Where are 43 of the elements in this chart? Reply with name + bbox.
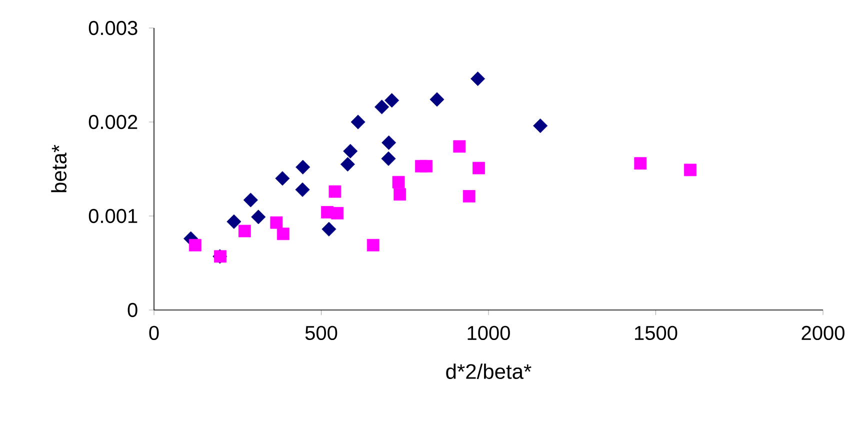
point <box>296 160 310 174</box>
x-axis-title: d*2/beta* <box>446 364 532 379</box>
point <box>343 144 358 158</box>
point <box>328 185 342 198</box>
point <box>366 238 380 252</box>
point <box>384 93 400 108</box>
x-tick-label: 1000 <box>468 326 510 340</box>
y-axis-title: beta* <box>51 144 67 192</box>
point <box>533 118 548 134</box>
point <box>331 206 344 220</box>
y-tick-label: 0.002 <box>88 114 138 130</box>
x-tick-label: 0 <box>149 326 159 340</box>
point <box>350 114 366 130</box>
point <box>374 100 390 114</box>
point <box>634 157 647 170</box>
y-tick-label: 0.003 <box>88 20 138 36</box>
point <box>270 216 283 229</box>
y-tick-label: 0 <box>128 302 138 318</box>
point <box>340 157 355 172</box>
point <box>238 224 251 238</box>
x-tick-label: 1500 <box>635 326 678 340</box>
point <box>453 140 466 153</box>
point <box>382 135 396 150</box>
point <box>275 171 290 186</box>
x-tick-label: 500 <box>305 326 338 340</box>
point <box>276 228 290 240</box>
point <box>430 92 444 107</box>
point <box>472 162 485 174</box>
point <box>243 192 258 208</box>
x-tick-label: 2000 <box>802 326 844 340</box>
point <box>251 210 266 224</box>
point <box>684 164 696 176</box>
point <box>420 160 432 172</box>
point <box>322 222 336 236</box>
y-tick-label: 0.001 <box>88 208 138 224</box>
point <box>226 214 242 229</box>
point <box>462 190 476 202</box>
point <box>392 176 405 188</box>
point <box>188 238 202 252</box>
point <box>295 182 310 197</box>
point <box>381 151 396 166</box>
point <box>470 71 486 86</box>
point <box>394 188 406 201</box>
